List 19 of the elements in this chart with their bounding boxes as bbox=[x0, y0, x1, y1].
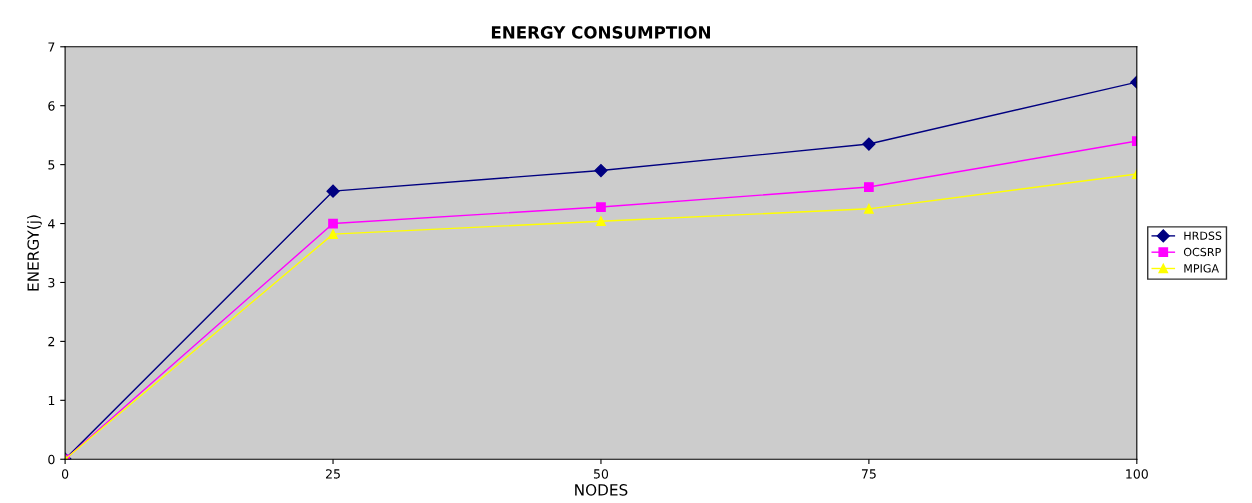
x-axis-title: NODES bbox=[575, 484, 628, 496]
y-tick-label: 3 bbox=[48, 277, 55, 288]
y-tick-label: 6 bbox=[48, 101, 55, 111]
x-tick-label: 50 bbox=[593, 469, 609, 479]
y-tick-label: 1 bbox=[48, 395, 55, 406]
legend-label: OCSRP bbox=[1183, 247, 1221, 257]
x-tick-label: 75 bbox=[861, 469, 876, 479]
x-tick-label: 0 bbox=[61, 469, 69, 479]
chart-title: ENERGY CONSUMPTION bbox=[491, 26, 710, 39]
y-axis-title: ENERGY(j) bbox=[27, 215, 42, 291]
x-tick-label: 25 bbox=[325, 469, 340, 479]
legend-label: MPIGA bbox=[1184, 264, 1219, 273]
y-tick-label: 4 bbox=[48, 219, 55, 229]
y-tick-label: 7 bbox=[48, 42, 55, 52]
y-tick-label: 5 bbox=[48, 160, 55, 170]
x-tick-label: 100 bbox=[1126, 469, 1148, 479]
y-tick-label: 2 bbox=[48, 336, 55, 347]
y-tick-label: 0 bbox=[48, 454, 55, 465]
legend-label: HRDSS bbox=[1184, 231, 1222, 240]
